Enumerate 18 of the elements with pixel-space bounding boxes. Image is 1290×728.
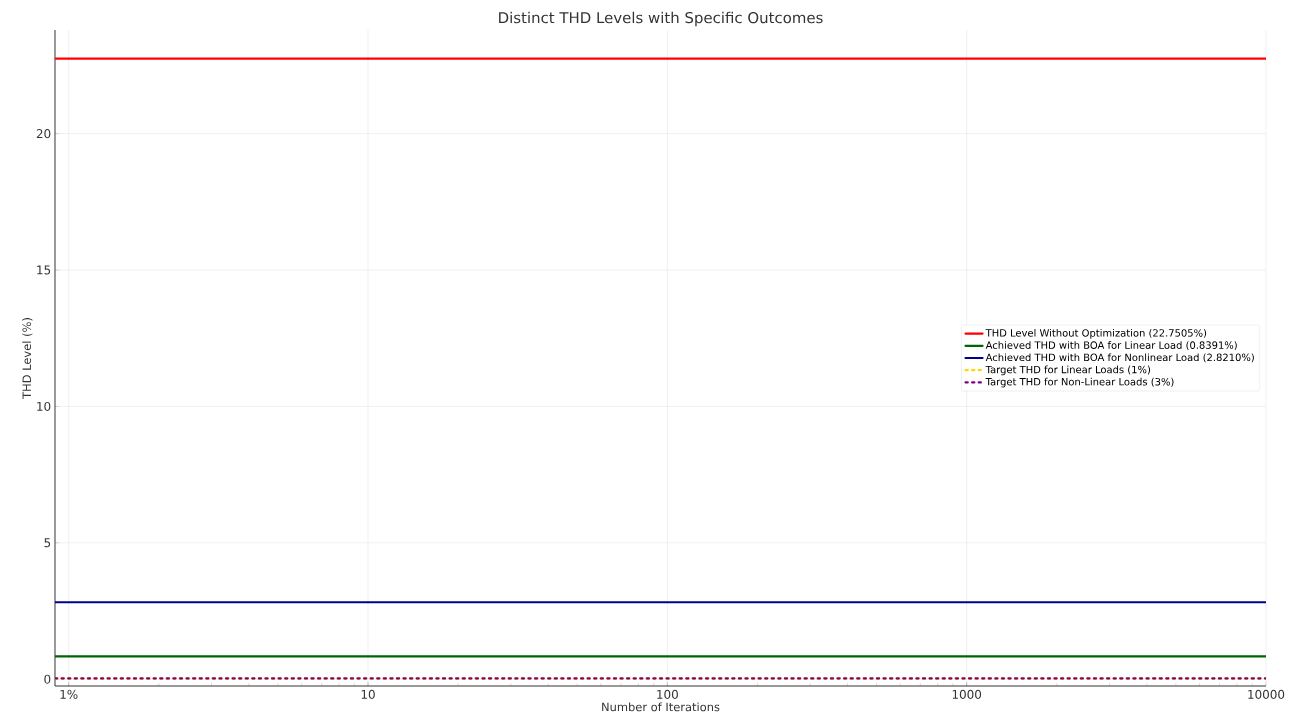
legend-label: Target THD for Linear Loads (1%) xyxy=(985,365,1151,376)
chart-title: Distinct THD Levels with Specific Outcomes xyxy=(499,11,823,27)
y-tick-label: 0 xyxy=(44,674,51,684)
legend-label: Achieved THD with BOA for Linear Load (0.8391%) xyxy=(985,341,1237,351)
legend-label: Target THD for Non-Linear Loads (3%) xyxy=(985,377,1174,388)
x-tick-label: 10000 xyxy=(1248,689,1285,699)
legend-label: Achieved THD with BOA for Nonlinear Load (2.8210%) xyxy=(985,353,1254,363)
x-axis-title: Number of Iterations xyxy=(602,702,720,712)
y-tick-label: 15 xyxy=(37,265,51,275)
x-tick-label: 100 xyxy=(657,689,678,699)
x-tick-label: 1% xyxy=(60,689,78,699)
y-axis-title: THD Level (%) xyxy=(22,318,33,399)
y-tick-label: 10 xyxy=(37,401,51,411)
y-tick-label: 20 xyxy=(36,129,51,139)
legend-label: THD Level Without Optimization (22.7505%) xyxy=(985,328,1207,339)
x-tick-label: 1000 xyxy=(952,689,982,699)
x-tick-label: 10 xyxy=(361,689,375,699)
y-tick-label: 5 xyxy=(44,538,51,548)
